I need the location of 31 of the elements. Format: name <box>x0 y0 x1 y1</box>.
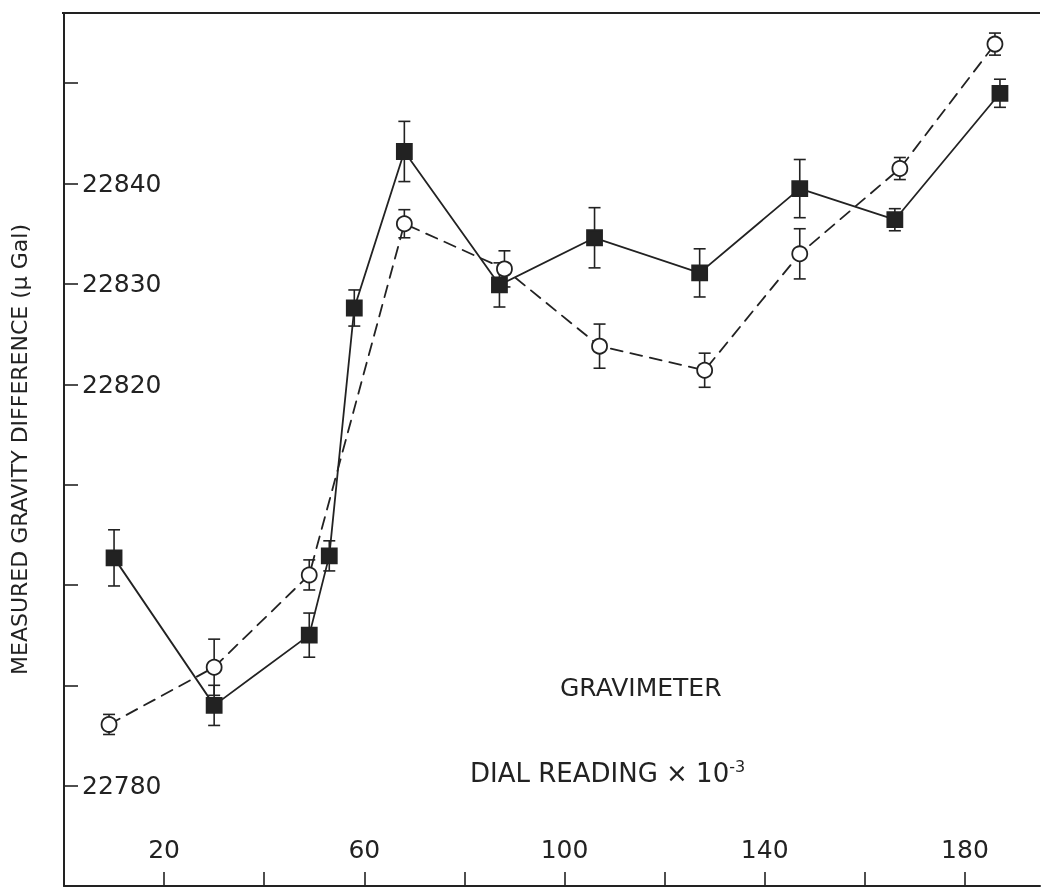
y-tick-label: 22820 <box>82 369 162 399</box>
annotation: GRAVIMETER <box>560 673 722 702</box>
point <box>791 245 809 263</box>
x-tick-label: 140 <box>740 835 789 864</box>
point <box>105 549 123 567</box>
point <box>300 626 318 644</box>
point <box>591 337 608 355</box>
point <box>586 229 603 247</box>
point <box>320 547 338 565</box>
x-tick-label: 100 <box>540 835 589 864</box>
point <box>345 299 363 317</box>
point <box>696 361 714 379</box>
point <box>300 566 318 584</box>
point <box>891 160 909 177</box>
y-tick-label: 22780 <box>82 771 162 801</box>
point <box>491 276 508 294</box>
y-tick-label: 22840 <box>82 169 162 199</box>
point <box>395 215 413 233</box>
y-tick-label: 22830 <box>82 269 162 299</box>
point <box>791 180 809 197</box>
point <box>395 143 413 160</box>
x-tick-label: 20 <box>148 835 181 864</box>
x-tick-label: 60 <box>348 835 381 864</box>
point <box>205 696 223 714</box>
point <box>496 260 513 278</box>
point <box>205 658 223 676</box>
x-tick-label: 180 <box>941 835 989 864</box>
point <box>886 211 904 229</box>
point <box>691 264 709 282</box>
y-axis-title: MEASURED GRAVITY DIFFERENCE (μ Gal) <box>6 224 32 675</box>
point <box>991 84 1009 102</box>
